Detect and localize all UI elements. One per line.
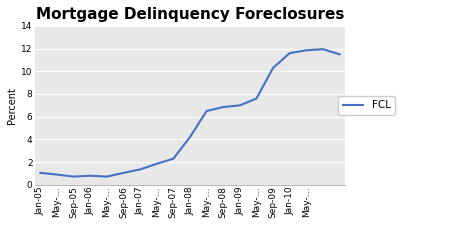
FCL	[87, 174, 93, 177]
FCL	[220, 106, 226, 108]
FCL	[104, 175, 109, 178]
FCL	[287, 52, 292, 54]
FCL	[137, 168, 143, 171]
FCL	[187, 136, 193, 138]
Legend: FCL: FCL	[338, 96, 395, 115]
FCL	[303, 49, 309, 52]
FCL	[37, 171, 43, 174]
FCL	[54, 173, 60, 176]
FCL	[237, 104, 243, 107]
FCL	[320, 48, 326, 50]
FCL	[120, 171, 126, 174]
FCL	[154, 162, 160, 165]
Y-axis label: Percent: Percent	[7, 87, 17, 124]
Line: FCL: FCL	[40, 49, 339, 177]
FCL	[71, 175, 76, 178]
FCL	[171, 157, 176, 160]
FCL	[270, 67, 276, 69]
FCL	[204, 110, 210, 112]
Title: Mortgage Delinquency Foreclosures: Mortgage Delinquency Foreclosures	[36, 7, 344, 22]
FCL	[254, 97, 259, 100]
FCL	[337, 53, 342, 56]
